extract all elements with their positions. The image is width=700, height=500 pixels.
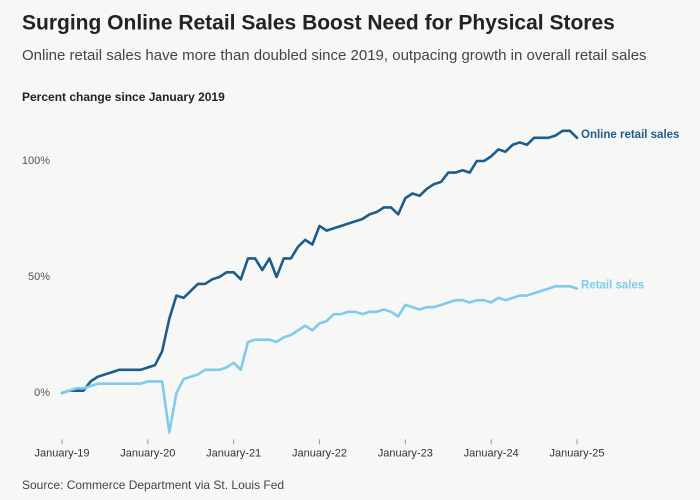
x-tick-label: January-20 (120, 447, 175, 459)
x-tick-label: January-24 (464, 447, 519, 459)
y-tick-label: 50% (28, 271, 50, 283)
chart-subtitle: Online retail sales have more than doubl… (22, 47, 647, 64)
series-line (60, 129, 579, 395)
y-tick-label: 100% (22, 155, 50, 167)
source-note: Source: Commerce Department via St. Loui… (22, 478, 284, 492)
x-tick-label: January-25 (549, 447, 604, 459)
chart-title: Surging Online Retail Sales Boost Need f… (22, 12, 615, 35)
y-tick-label: 0% (34, 387, 50, 399)
y-axis-label: Percent change since January 2019 (22, 90, 225, 104)
x-tick-label: January-22 (292, 447, 347, 459)
series-label: Online retail sales (581, 129, 679, 141)
series-label: Retail sales (581, 280, 644, 292)
x-tick-label: January-21 (206, 447, 261, 459)
x-tick-label: January-19 (34, 447, 89, 459)
x-tick-label: January-23 (378, 447, 433, 459)
series-line (60, 284, 579, 434)
